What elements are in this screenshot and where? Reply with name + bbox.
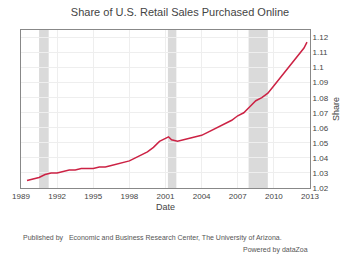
svg-text:2013: 2013 — [301, 192, 319, 201]
svg-text:1.05: 1.05 — [313, 139, 329, 148]
svg-text:1995: 1995 — [84, 192, 102, 201]
svg-text:Powered by dataZoa: Powered by dataZoa — [243, 246, 308, 254]
svg-text:Share of U.S. Retail Sales Pur: Share of U.S. Retail Sales Purchased Onl… — [71, 6, 289, 18]
svg-text:Published by Economic and Bu: Published by Economic and Business Resea… — [23, 234, 282, 242]
svg-text:1.03: 1.03 — [313, 169, 329, 178]
svg-text:2004: 2004 — [193, 192, 211, 201]
svg-text:1.11: 1.11 — [313, 48, 329, 57]
svg-text:1.09: 1.09 — [313, 78, 329, 87]
svg-text:1.12: 1.12 — [313, 33, 329, 42]
svg-text:Date: Date — [156, 202, 175, 212]
svg-text:1.02: 1.02 — [313, 184, 329, 193]
svg-text:2010: 2010 — [265, 192, 283, 201]
svg-text:2007: 2007 — [229, 192, 247, 201]
svg-text:1989: 1989 — [12, 192, 30, 201]
svg-text:2001: 2001 — [157, 192, 175, 201]
svg-text:1.07: 1.07 — [313, 109, 329, 118]
svg-text:1.04: 1.04 — [313, 154, 329, 163]
svg-text:1.1: 1.1 — [313, 63, 325, 72]
svg-text:1998: 1998 — [120, 192, 138, 201]
svg-text:1.08: 1.08 — [313, 94, 329, 103]
svg-text:1.06: 1.06 — [313, 124, 329, 133]
svg-text:Share: Share — [331, 97, 341, 121]
svg-text:1992: 1992 — [48, 192, 66, 201]
